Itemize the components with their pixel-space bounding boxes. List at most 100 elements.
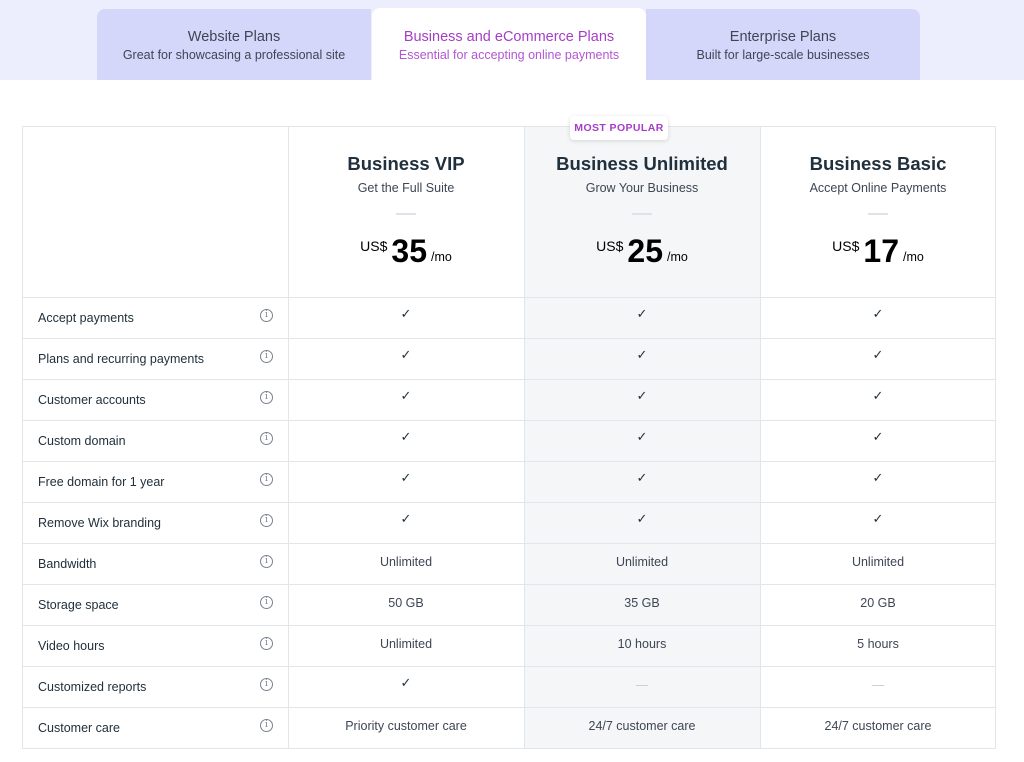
plan-divider bbox=[632, 213, 652, 215]
info-icon[interactable]: i bbox=[260, 432, 273, 445]
check-icon: ✓ bbox=[636, 348, 648, 363]
feature-value: 35 GB bbox=[624, 596, 660, 610]
tab-title: Website Plans bbox=[187, 29, 281, 45]
feature-label: Accept payments bbox=[38, 311, 134, 325]
feature-row: Custom domain i ✓ ✓ ✓ bbox=[23, 420, 995, 461]
most-popular-badge: MOST POPULAR bbox=[570, 116, 668, 140]
highlighted-column bbox=[524, 127, 760, 748]
feature-label: Video hours bbox=[38, 639, 105, 653]
check-icon: ✓ bbox=[872, 430, 884, 445]
plan-tagline: Get the Full Suite bbox=[357, 181, 455, 195]
plan-divider bbox=[868, 213, 888, 215]
price-amount: 17 bbox=[863, 233, 899, 269]
info-icon[interactable]: i bbox=[260, 350, 273, 363]
price-period: /mo bbox=[666, 250, 688, 264]
feature-value: 24/7 customer care bbox=[824, 719, 932, 733]
check-icon: ✓ bbox=[872, 348, 884, 363]
feature-row: Customer care i Priority customer care 24/7… bbox=[23, 707, 995, 748]
feature-value: 50 GB bbox=[388, 596, 424, 610]
plan-tagline: Grow Your Business bbox=[585, 181, 699, 195]
plan-header-business-vip: Business VIP Get the Full Suite US$ 35 /… bbox=[288, 127, 524, 297]
check-icon: ✓ bbox=[636, 430, 648, 445]
feature-label: Plans and recurring payments bbox=[38, 352, 205, 366]
info-icon[interactable]: i bbox=[260, 514, 273, 527]
price-period: /mo bbox=[902, 250, 924, 264]
info-icon[interactable]: i bbox=[260, 719, 273, 732]
feature-label: Storage space bbox=[38, 598, 119, 612]
plan-divider bbox=[396, 213, 416, 215]
tab-business-ecommerce-plans[interactable]: Business and eCommerce Plans Essential f… bbox=[372, 8, 646, 80]
feature-row: Accept payments i ✓ ✓ ✓ bbox=[23, 297, 995, 338]
info-icon[interactable]: i bbox=[260, 309, 273, 322]
plan-header-business-basic: Business Basic Accept Online Payments US… bbox=[760, 127, 996, 297]
feature-label: Remove Wix branding bbox=[38, 516, 161, 530]
feature-value: 5 hours bbox=[857, 637, 899, 651]
row-divider bbox=[23, 461, 995, 462]
plan-name: Business Unlimited bbox=[556, 153, 728, 174]
plan-price: US$ 35 /mo bbox=[288, 233, 524, 269]
plan-name: Business Basic bbox=[809, 153, 947, 174]
info-icon[interactable]: i bbox=[260, 678, 273, 691]
feature-row: Customer accounts i ✓ ✓ ✓ bbox=[23, 379, 995, 420]
row-divider bbox=[23, 666, 995, 667]
tab-subtitle: Great for showcasing a professional site bbox=[122, 48, 346, 62]
check-icon: ✓ bbox=[400, 471, 412, 486]
check-icon: ✓ bbox=[636, 512, 648, 527]
row-divider bbox=[23, 420, 995, 421]
feature-value: 24/7 customer care bbox=[588, 719, 696, 733]
feature-value: Unlimited bbox=[379, 637, 433, 651]
tab-subtitle: Built for large-scale businesses bbox=[696, 48, 870, 62]
plan-category-tabs: Website Plans Great for showcasing a pro… bbox=[0, 0, 1024, 80]
feature-value: Priority customer care bbox=[345, 719, 467, 733]
feature-row: Bandwidth i Unlimited Unlimited Unlimited bbox=[23, 543, 995, 584]
row-divider bbox=[23, 584, 995, 585]
feature-row: Free domain for 1 year i ✓ ✓ ✓ bbox=[23, 461, 995, 502]
tab-website-plans[interactable]: Website Plans Great for showcasing a pro… bbox=[97, 9, 371, 80]
tab-title: Business and eCommerce Plans bbox=[403, 29, 615, 45]
price-amount: 25 bbox=[627, 233, 663, 269]
feature-label: Customer care bbox=[38, 721, 120, 735]
feature-value: Unlimited bbox=[379, 555, 433, 569]
tab-enterprise-plans[interactable]: Enterprise Plans Built for large-scale b… bbox=[646, 9, 920, 80]
price-currency: US$ bbox=[596, 238, 624, 254]
tab-title: Enterprise Plans bbox=[729, 29, 837, 45]
check-icon: ✓ bbox=[636, 307, 648, 322]
check-icon: ✓ bbox=[400, 430, 412, 445]
feature-value: Unlimited bbox=[851, 555, 905, 569]
plan-comparison-table: Business VIP Get the Full Suite US$ 35 /… bbox=[22, 126, 996, 749]
check-icon: ✓ bbox=[400, 307, 412, 322]
info-icon[interactable]: i bbox=[260, 473, 273, 486]
check-icon: ✓ bbox=[872, 389, 884, 404]
info-icon[interactable]: i bbox=[260, 555, 273, 568]
feature-row: Plans and recurring payments i ✓ ✓ ✓ bbox=[23, 338, 995, 379]
check-icon: ✓ bbox=[400, 348, 412, 363]
check-icon: ✓ bbox=[872, 307, 884, 322]
column-divider bbox=[524, 127, 525, 748]
info-icon[interactable]: i bbox=[260, 391, 273, 404]
check-icon: ✓ bbox=[872, 471, 884, 486]
feature-value: 20 GB bbox=[860, 596, 896, 610]
check-icon: ✓ bbox=[400, 676, 412, 691]
row-divider bbox=[23, 297, 995, 298]
check-icon: ✓ bbox=[400, 512, 412, 527]
info-icon[interactable]: i bbox=[260, 637, 273, 650]
check-icon: ✓ bbox=[872, 512, 884, 527]
price-period: /mo bbox=[430, 250, 452, 264]
check-icon: ✓ bbox=[400, 389, 412, 404]
not-included-dash: — bbox=[635, 678, 649, 692]
feature-label: Free domain for 1 year bbox=[38, 475, 165, 489]
feature-row: Customized reports i ✓ — — bbox=[23, 666, 995, 707]
feature-value: 10 hours bbox=[617, 637, 667, 651]
feature-label: Customized reports bbox=[38, 680, 147, 694]
row-divider bbox=[23, 502, 995, 503]
not-included-dash: — bbox=[871, 678, 885, 692]
row-divider bbox=[23, 338, 995, 339]
feature-label: Custom domain bbox=[38, 434, 126, 448]
price-currency: US$ bbox=[832, 238, 860, 254]
check-icon: ✓ bbox=[636, 471, 648, 486]
feature-row: Remove Wix branding i ✓ ✓ ✓ bbox=[23, 502, 995, 543]
price-currency: US$ bbox=[360, 238, 388, 254]
tab-subtitle: Essential for accepting online payments bbox=[398, 48, 620, 62]
info-icon[interactable]: i bbox=[260, 596, 273, 609]
plan-name: Business VIP bbox=[347, 153, 465, 174]
